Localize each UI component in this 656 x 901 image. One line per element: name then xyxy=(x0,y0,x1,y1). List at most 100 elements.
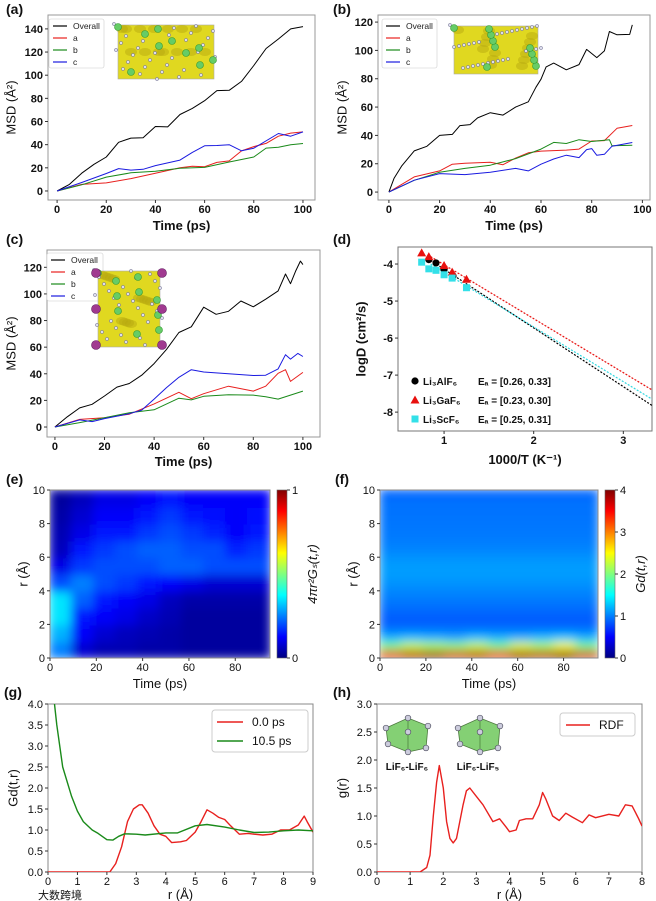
colorbar-tick-label: 2 xyxy=(620,569,626,581)
series-line-10.5-ps xyxy=(53,704,313,841)
heatmap-cell xyxy=(159,623,183,643)
y-tick-label: -8 xyxy=(383,407,393,419)
x-tick-label: 0 xyxy=(47,662,53,674)
heatmap-cell xyxy=(93,490,117,508)
heatmap-cell xyxy=(380,598,598,609)
x-tick-label: 60 xyxy=(198,204,210,216)
y-tick-label: 120 xyxy=(25,47,43,59)
x-axis-label: Time (ps) xyxy=(462,676,516,691)
y-tick-label: 40 xyxy=(31,140,43,152)
x-axis-label: Time (ps) xyxy=(155,454,213,469)
x-tick-label: 4 xyxy=(506,876,512,888)
heatmap-cell xyxy=(50,490,73,508)
y-tick-label: 0 xyxy=(37,186,43,198)
y-tick-label: 100 xyxy=(25,70,43,82)
heatmap-cell xyxy=(115,606,139,626)
heatmap-cell xyxy=(71,522,95,542)
heatmap-cell xyxy=(488,640,512,651)
panel-label: (g) xyxy=(4,684,22,700)
heatmap-cell xyxy=(159,573,183,592)
x-tick-label: 60 xyxy=(198,441,210,453)
y-tick-label: 80 xyxy=(30,316,42,328)
heatmap-cell xyxy=(71,640,95,658)
heatmap-cell xyxy=(225,606,249,626)
fit-line xyxy=(430,256,652,391)
y-axis-label: MSD (Å²) xyxy=(3,316,18,370)
y-tick-label: 60 xyxy=(30,342,42,354)
x-tick-label: 0 xyxy=(374,876,380,888)
heatmap-cell xyxy=(50,640,73,658)
heatmap-cell xyxy=(203,522,227,542)
x-tick-label: 100 xyxy=(633,204,651,216)
legend xyxy=(211,709,309,753)
inset-label: LiF₆-LiF₆ xyxy=(386,762,428,773)
y-tick-label: 0 xyxy=(39,653,45,665)
series-line-Overall xyxy=(56,26,304,192)
x-tick-label: 20 xyxy=(420,662,432,674)
heatmap-cell xyxy=(50,539,73,559)
heatmap-cell xyxy=(159,490,183,508)
x-tick-label: 7 xyxy=(606,876,612,888)
x-tick-label: 40 xyxy=(137,662,149,674)
colorbar xyxy=(604,489,618,659)
y-tick-label: 3.0 xyxy=(28,741,43,753)
colorbar-label: Gd(t,r) xyxy=(633,555,648,593)
y-tick-label: 2.5 xyxy=(357,727,372,739)
y-axis-label: r (Å) xyxy=(15,561,30,586)
y-tick-label: 120 xyxy=(355,17,373,29)
panel-label: (e) xyxy=(6,471,23,487)
polyhedra-inset xyxy=(382,714,432,756)
chart-c xyxy=(44,249,321,440)
heatmap-cell xyxy=(159,640,183,658)
y-tick-label: 0.5 xyxy=(28,846,43,858)
data-point xyxy=(425,265,433,273)
x-tick-label: 3 xyxy=(473,876,479,888)
activation-energy-label: Eₐ = [0.25, 0.31] xyxy=(478,415,551,426)
heatmap-cell xyxy=(93,556,117,575)
heatmap-cell xyxy=(115,505,139,525)
panel-label: (b) xyxy=(333,1,351,17)
heatmap-cell xyxy=(93,623,117,643)
heatmap-cell xyxy=(181,589,205,609)
heatmap-cell xyxy=(380,615,598,626)
heatmap-cell xyxy=(93,505,117,525)
x-tick-label: 80 xyxy=(586,204,598,216)
y-tick-label: 2.0 xyxy=(28,783,43,795)
heatmap-cell xyxy=(225,522,249,542)
x-tick-label: 6 xyxy=(222,876,228,888)
y-tick-label: 0.0 xyxy=(357,867,372,879)
x-tick-label: 40 xyxy=(484,204,496,216)
heatmap-cell xyxy=(444,640,469,651)
y-tick-label: 60 xyxy=(361,102,373,114)
heatmap-cell xyxy=(422,631,447,643)
x-tick-label: 3 xyxy=(620,435,626,447)
heatmap-cell xyxy=(380,497,598,508)
heatmap-cell xyxy=(400,631,425,643)
x-tick-label: 40 xyxy=(466,662,478,674)
heatmap-cell xyxy=(380,556,598,567)
x-tick-label: 4 xyxy=(163,876,169,888)
heatmap-cell xyxy=(159,539,183,559)
legend-label: Overall xyxy=(73,21,100,31)
legend xyxy=(381,18,438,69)
heatmap-cell xyxy=(115,589,139,609)
x-tick-label: 80 xyxy=(248,204,260,216)
x-tick-label: 1 xyxy=(407,876,413,888)
legend xyxy=(48,18,105,69)
y-tick-label: 1.5 xyxy=(28,804,43,816)
heatmap-cell xyxy=(159,556,183,575)
data-point xyxy=(418,258,426,266)
x-tick-label: 80 xyxy=(557,662,569,674)
y-tick-label: 1.5 xyxy=(357,783,372,795)
y-tick-label: 4 xyxy=(369,586,375,598)
plot-frame xyxy=(49,489,271,659)
x-tick-label: 1 xyxy=(441,435,447,447)
heatmap-cell xyxy=(50,606,73,626)
data-point xyxy=(432,266,440,274)
heatmap-cell xyxy=(380,581,598,592)
legend-label: b xyxy=(406,45,411,55)
heatmap-cell xyxy=(137,539,161,559)
x-tick-label: 6 xyxy=(573,876,579,888)
data-point xyxy=(447,267,457,276)
x-tick-label: 2 xyxy=(104,876,110,888)
